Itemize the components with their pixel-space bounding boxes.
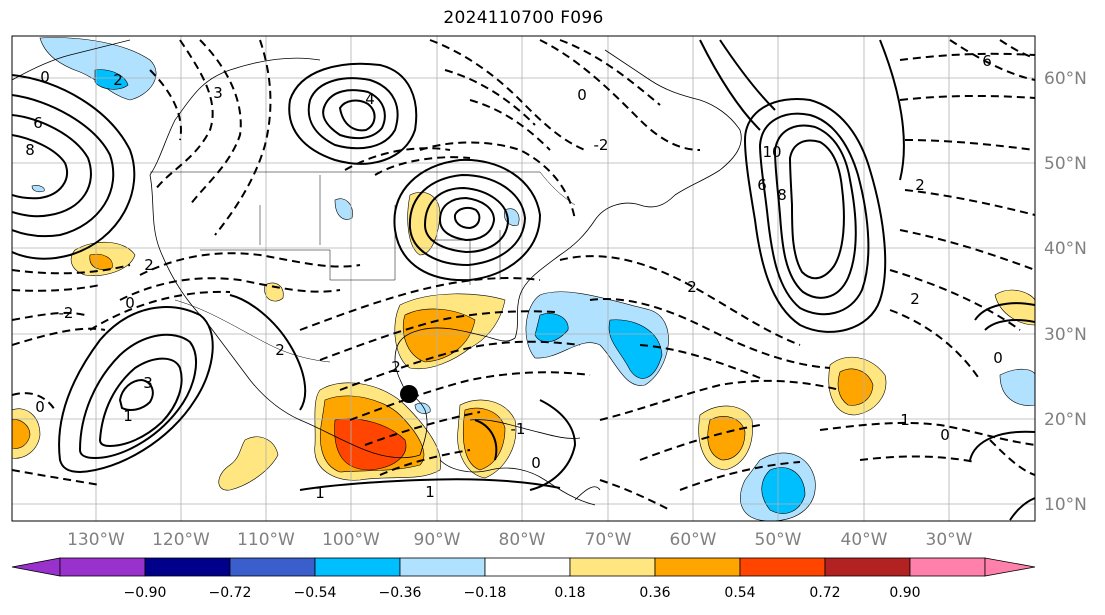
- colorbar-tick-label: −0.36: [378, 585, 422, 601]
- colorbar-segment: [824, 557, 911, 577]
- lon-label: 130°W: [67, 530, 125, 550]
- contour-label: -1: [511, 420, 526, 438]
- colorbar-segment: [739, 557, 826, 577]
- contour-label: 3: [213, 84, 223, 102]
- lat-label: 20°N: [1044, 410, 1087, 430]
- positive-anomaly-region: [334, 418, 407, 471]
- gridlines: [12, 36, 1035, 521]
- lon-label: 100°W: [322, 530, 380, 550]
- contour-label: 8: [777, 186, 787, 204]
- dashed-contours: [12, 39, 1035, 511]
- negative-anomaly-region: [999, 368, 1035, 406]
- lat-label: 40°N: [1044, 239, 1087, 259]
- lon-label: 70°W: [585, 530, 632, 550]
- lon-label: 110°W: [237, 530, 295, 550]
- positive-anomaly-region: [707, 416, 746, 461]
- contour-label: 0: [125, 294, 135, 312]
- colorbar-tick-label: −0.54: [293, 585, 337, 601]
- colorbar-tick-label: 0.90: [889, 585, 921, 601]
- positive-anomaly-region: [402, 308, 476, 363]
- contour-label: 0: [35, 398, 45, 416]
- contour-labels: 0 2 3 4 6 8 10 -2 2 0 3 0 1 0 -1 1 6 8 0…: [25, 52, 1003, 502]
- contour-label: 1: [315, 484, 325, 502]
- storm-center-marker: [400, 385, 418, 403]
- negative-anomaly-region: [534, 313, 569, 343]
- contour-label: 0: [531, 454, 541, 472]
- contour-label: 6: [757, 176, 767, 194]
- contour-label: 0: [993, 349, 1003, 367]
- lon-label: 90°W: [414, 530, 461, 550]
- negative-anomaly-region: [94, 69, 129, 90]
- contour-label: 6: [982, 52, 992, 70]
- lon-label: 50°W: [755, 530, 802, 550]
- contour-label: 2: [144, 256, 154, 274]
- colorbar-tick-label: 0.54: [724, 585, 756, 601]
- colorbar-tick-label: 0.72: [809, 585, 841, 601]
- negative-anomaly-region: [761, 467, 806, 514]
- lat-label: 60°N: [1044, 69, 1087, 89]
- contour-label: 0: [577, 86, 587, 104]
- contour-label: -2: [594, 136, 609, 154]
- contour-label: 0: [40, 68, 50, 86]
- colorbar-segment: [399, 557, 486, 577]
- colorbar-segment: [654, 557, 741, 577]
- contour-label: 1: [123, 407, 133, 425]
- latitude-labels: 60°N 50°N 40°N 30°N 20°N 10°N: [1044, 69, 1087, 515]
- contour-label: 2: [113, 71, 123, 89]
- contour-label: 2: [687, 278, 697, 296]
- colorbar-segment: [484, 557, 571, 577]
- lat-label: 50°N: [1044, 154, 1087, 174]
- map-area: [12, 36, 1035, 521]
- contour-label: 1: [900, 411, 910, 429]
- colorbar-tick-label: 0.36: [639, 585, 671, 601]
- negative-anomaly-region: [334, 198, 353, 220]
- positive-anomaly-region: [89, 253, 113, 270]
- colorbar-extend-high: [984, 557, 1036, 577]
- contour-label: 2: [275, 341, 285, 359]
- contour-label: 1: [425, 483, 435, 501]
- positive-anomaly-region: [218, 436, 279, 491]
- contour-label: 8: [25, 141, 35, 159]
- colorbar-segment: [144, 557, 231, 577]
- negative-anomaly-region: [414, 402, 431, 414]
- lon-label: 30°W: [926, 530, 973, 550]
- map-title: 2024110700 F096: [443, 8, 604, 28]
- lon-label: 120°W: [152, 530, 210, 550]
- lat-label: 30°N: [1044, 325, 1087, 345]
- longitude-labels: 130°W 120°W 110°W 100°W 90°W 80°W 70°W 6…: [67, 530, 973, 550]
- negative-anomaly-region: [608, 319, 663, 379]
- coastlines: [12, 39, 742, 506]
- negative-anomaly-region: [31, 185, 45, 193]
- colorbar-segment: [569, 557, 656, 577]
- lon-label: 80°W: [499, 530, 546, 550]
- map-frame: [11, 35, 1036, 522]
- colorbar-segment: [314, 557, 401, 577]
- solid-contours: [12, 39, 1035, 521]
- contour-label: 2: [391, 358, 401, 376]
- contour-label: 6: [33, 114, 43, 132]
- contour-label: 2: [910, 290, 920, 308]
- colorbar-tick-label: 0.18: [554, 585, 586, 601]
- contour-label: 2: [915, 176, 925, 194]
- contour-label: 4: [365, 90, 375, 108]
- colorbar-segment: [59, 557, 146, 577]
- colorbar-segment: [909, 557, 986, 577]
- positive-anomaly-region: [12, 419, 31, 449]
- positive-anomaly-region: [994, 289, 1035, 326]
- contour-label: 10: [762, 143, 781, 161]
- colorbar-tick-label: −0.18: [463, 585, 507, 601]
- colorbar: [11, 557, 1036, 577]
- colorbar-extend-low: [11, 557, 61, 577]
- colorbar-tick-label: −0.72: [208, 585, 252, 601]
- colorbar-segment: [229, 557, 316, 577]
- contour-label: -2: [59, 304, 74, 322]
- contour-label: 3: [143, 374, 153, 392]
- contour-label: 0: [940, 426, 950, 444]
- lat-label: 10°N: [1044, 495, 1087, 515]
- lon-label: 40°W: [841, 530, 888, 550]
- lon-label: 60°W: [670, 530, 717, 550]
- colorbar-tick-label: −0.90: [123, 585, 167, 601]
